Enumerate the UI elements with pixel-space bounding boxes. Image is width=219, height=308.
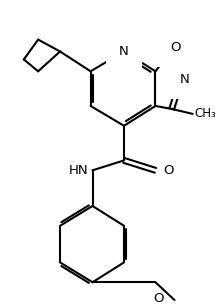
Text: N: N <box>180 73 190 86</box>
Text: O: O <box>170 41 181 54</box>
Text: CH₃: CH₃ <box>194 107 216 120</box>
Text: N: N <box>119 45 129 58</box>
Text: O: O <box>153 292 164 305</box>
Text: O: O <box>163 164 174 177</box>
Text: HN: HN <box>69 164 89 177</box>
